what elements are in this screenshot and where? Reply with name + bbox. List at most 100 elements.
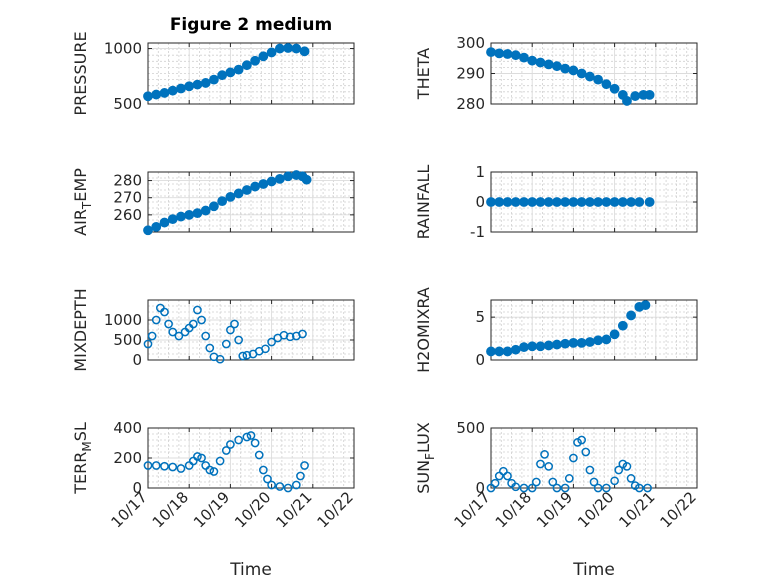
y-axis-label: H2OMIXRA xyxy=(414,287,433,373)
data-point xyxy=(564,474,574,483)
data-point xyxy=(601,334,612,345)
data-point xyxy=(543,340,554,351)
data-point xyxy=(159,217,170,228)
y-tick-label: 0 xyxy=(475,193,485,211)
data-point xyxy=(215,354,225,364)
data-point xyxy=(643,483,652,493)
axes-frame xyxy=(147,42,355,105)
data-point xyxy=(519,483,529,493)
y-tick-label: 300 xyxy=(456,34,485,52)
data-point xyxy=(225,67,236,78)
data-point xyxy=(576,68,587,79)
data-point xyxy=(192,208,203,219)
data-point xyxy=(552,339,562,350)
data-point xyxy=(200,78,211,88)
axes-frame xyxy=(147,171,355,233)
data-point xyxy=(184,81,195,92)
y-tick-label: 280 xyxy=(113,172,142,190)
data-point xyxy=(622,96,632,106)
data-point xyxy=(644,89,655,100)
data-point xyxy=(544,462,554,471)
data-point xyxy=(626,310,636,321)
data-point xyxy=(234,435,243,445)
subplot-theta: 280 290 300 THETA xyxy=(414,34,698,113)
data-point xyxy=(486,47,496,58)
data-point xyxy=(283,171,293,182)
data-point xyxy=(519,342,529,353)
data-point xyxy=(176,211,186,222)
data-point xyxy=(217,196,228,207)
data-point xyxy=(584,337,595,347)
data-point xyxy=(510,344,521,355)
data-point xyxy=(593,74,604,85)
data-point xyxy=(609,83,620,94)
x-tick-label: 10/18 xyxy=(492,488,535,531)
axes-frame xyxy=(147,299,355,361)
data-point xyxy=(221,446,231,455)
data-point xyxy=(258,179,269,189)
data-point xyxy=(151,89,162,100)
data-point xyxy=(560,197,571,207)
data-point xyxy=(233,188,244,199)
data-point xyxy=(535,197,546,207)
data-point xyxy=(614,465,624,475)
data-point xyxy=(494,48,505,59)
data-point xyxy=(233,64,244,75)
data-point xyxy=(626,197,636,207)
data-point xyxy=(510,50,521,61)
axes-frame xyxy=(490,299,698,361)
data-point xyxy=(494,197,505,207)
x-tick-label: 10/21 xyxy=(615,488,658,531)
data-point xyxy=(494,346,505,357)
data-point xyxy=(560,483,570,493)
data-point xyxy=(205,465,215,475)
data-point xyxy=(274,173,285,184)
data-point xyxy=(147,331,157,341)
data-point xyxy=(569,453,578,463)
x-tick-label: 10/22 xyxy=(657,488,700,531)
x-tick-label: 10/20 xyxy=(574,488,617,531)
data-point xyxy=(576,337,587,348)
data-point xyxy=(184,209,195,220)
x-tick-label: 10/19 xyxy=(533,488,576,531)
data-point xyxy=(197,315,206,325)
data-point xyxy=(585,465,595,475)
data-point xyxy=(267,337,276,347)
data-point xyxy=(601,79,612,90)
y-tick-label: 200 xyxy=(113,449,142,467)
data-point xyxy=(193,305,202,315)
data-point xyxy=(201,461,211,470)
data-point xyxy=(527,341,538,352)
data-point xyxy=(266,176,277,187)
data-point xyxy=(536,459,545,469)
figure-title: Figure 2 medium xyxy=(170,15,332,35)
data-point xyxy=(543,197,554,207)
data-point xyxy=(540,450,549,459)
data-point xyxy=(242,350,252,360)
y-tick-label: 500 xyxy=(113,331,142,349)
y-tick-label: -1 xyxy=(470,223,485,241)
data-point xyxy=(601,197,612,207)
y-tick-label: 400 xyxy=(113,419,142,437)
data-point xyxy=(527,197,538,207)
y-tick-label: 0 xyxy=(475,479,485,497)
x-tick-label: 10/17 xyxy=(451,488,494,531)
y-tick-label: 5 xyxy=(475,308,485,326)
data-point xyxy=(205,343,215,353)
data-point xyxy=(519,52,529,63)
data-point xyxy=(502,346,513,357)
data-point xyxy=(535,57,546,68)
y-tick-label: 1000 xyxy=(104,311,142,329)
y-tick-label: 280 xyxy=(456,95,485,113)
x-tick-label: 10/19 xyxy=(190,488,233,531)
data-point xyxy=(589,477,599,487)
data-point xyxy=(143,461,153,470)
data-point xyxy=(250,181,261,192)
data-point xyxy=(576,197,587,207)
data-point xyxy=(640,300,651,311)
data-point xyxy=(630,91,641,101)
data-point xyxy=(174,331,184,341)
